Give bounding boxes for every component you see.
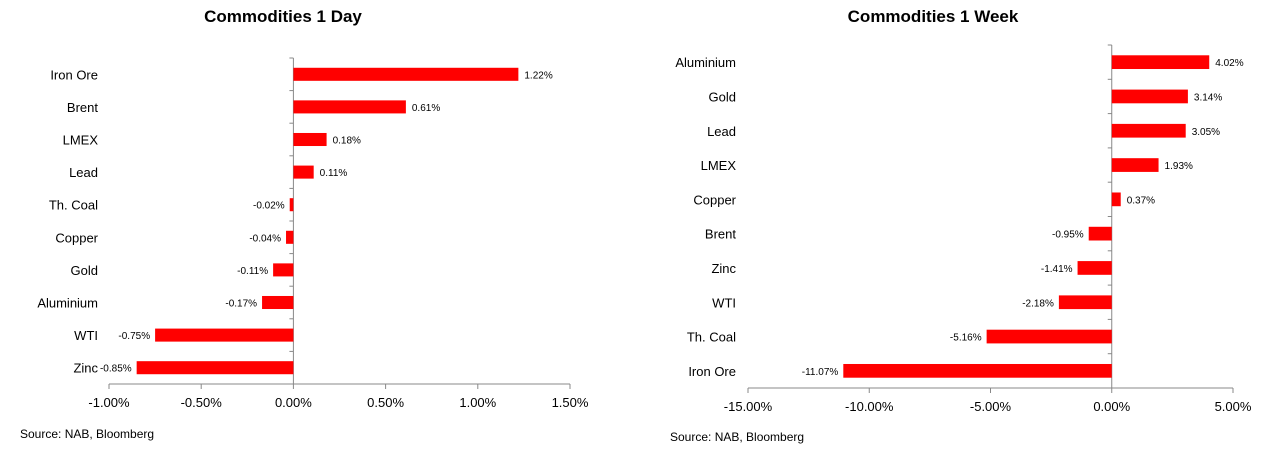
bar (1111, 55, 1210, 70)
category-label: Aluminium (675, 55, 736, 70)
category-label: Aluminium (37, 296, 98, 311)
x-tick-label: 1.00% (459, 395, 496, 410)
category-label: Lead (69, 165, 98, 180)
data-label: -0.02% (253, 201, 285, 212)
data-label: -0.17% (225, 299, 257, 310)
data-label: -0.95% (1052, 230, 1084, 241)
bar (1088, 226, 1112, 241)
bar (1058, 295, 1112, 310)
x-tick-label: -1.00% (88, 395, 130, 410)
bar (1077, 261, 1112, 275)
category-label: Gold (709, 89, 736, 104)
category-label: WTI (712, 295, 736, 310)
x-tick-label: 5.00% (1215, 399, 1252, 414)
bar (1111, 158, 1159, 172)
category-label: LMEX (63, 133, 99, 148)
bar (286, 230, 294, 244)
data-label: 0.11% (320, 168, 348, 179)
data-label: 0.37% (1127, 195, 1155, 206)
x-tick-label: -5.00% (970, 399, 1012, 414)
bar (1111, 89, 1188, 104)
data-label: 1.22% (524, 70, 552, 81)
chart-title: Commodities 1 Day (204, 7, 362, 26)
bar (273, 263, 294, 277)
bar (1111, 123, 1186, 138)
data-label: 0.18% (333, 136, 361, 147)
bar (843, 363, 1112, 378)
bar (293, 67, 519, 81)
bar-chart-1-day: -1.00% -0.50% 0.00% 0.50% 1.00% 1.50% Iron Ore… (37, 57, 589, 410)
category-label: Gold (71, 263, 98, 278)
bar (293, 100, 406, 114)
bar (155, 328, 294, 342)
data-label: -5.16% (950, 333, 982, 344)
category-label: Th. Coal (49, 198, 98, 213)
bar (293, 132, 327, 147)
x-tick-label: -15.00% (724, 399, 773, 414)
chart-title: Commodities 1 Week (847, 7, 1019, 26)
x-tick-label: -10.00% (845, 399, 894, 414)
data-label: -0.85% (100, 364, 132, 375)
bar (1111, 192, 1121, 207)
category-label: Lead (707, 124, 736, 139)
source-note: Source: NAB, Bloomberg (20, 427, 155, 441)
category-label: Zinc (711, 261, 736, 276)
chart-panel-1-day: Commodities 1 Day -1.00% -0.50% 0.00% 0.50%… (20, 7, 589, 441)
category-label: Copper (693, 192, 736, 207)
category-label: WTI (74, 328, 98, 343)
data-label: 0.61% (412, 103, 440, 114)
bar (293, 165, 314, 179)
bar (986, 329, 1112, 344)
data-label: 4.02% (1215, 58, 1243, 69)
data-label: -0.11% (237, 266, 268, 277)
bar-chart-1-week: -15.00% -10.00% -5.00% 0.00% 5.00% Aluminium 4… (675, 44, 1252, 414)
category-label: Zinc (73, 361, 98, 376)
x-tick-label: 0.50% (367, 395, 404, 410)
x-tick-label: 0.00% (275, 395, 312, 410)
category-label: Iron Ore (688, 364, 736, 379)
data-label: -0.04% (249, 233, 281, 244)
x-tick-label: -0.50% (181, 395, 223, 410)
data-label: 1.93% (1165, 161, 1193, 172)
x-tick-label: 1.50% (552, 395, 589, 410)
category-label: Brent (67, 100, 98, 115)
data-label: 3.14% (1194, 92, 1222, 103)
data-label: -2.18% (1022, 298, 1054, 309)
x-tick-label: 0.00% (1093, 399, 1130, 414)
bar (262, 295, 294, 310)
category-label: LMEX (701, 158, 737, 173)
bar (136, 361, 294, 375)
data-label: -0.75% (118, 331, 150, 342)
category-label: Iron Ore (50, 67, 98, 82)
category-label: Brent (705, 227, 736, 242)
data-label: -11.07% (802, 367, 839, 378)
category-label: Th. Coal (687, 330, 736, 345)
category-label: Copper (55, 230, 98, 245)
bar (289, 198, 294, 212)
data-label: -1.41% (1041, 264, 1073, 275)
source-note: Source: NAB, Bloomberg (670, 430, 805, 444)
data-label: 3.05% (1192, 127, 1220, 138)
chart-panel-1-week: Commodities 1 Week -15.00% -10.00% -5.00% 0… (640, 0, 1280, 452)
